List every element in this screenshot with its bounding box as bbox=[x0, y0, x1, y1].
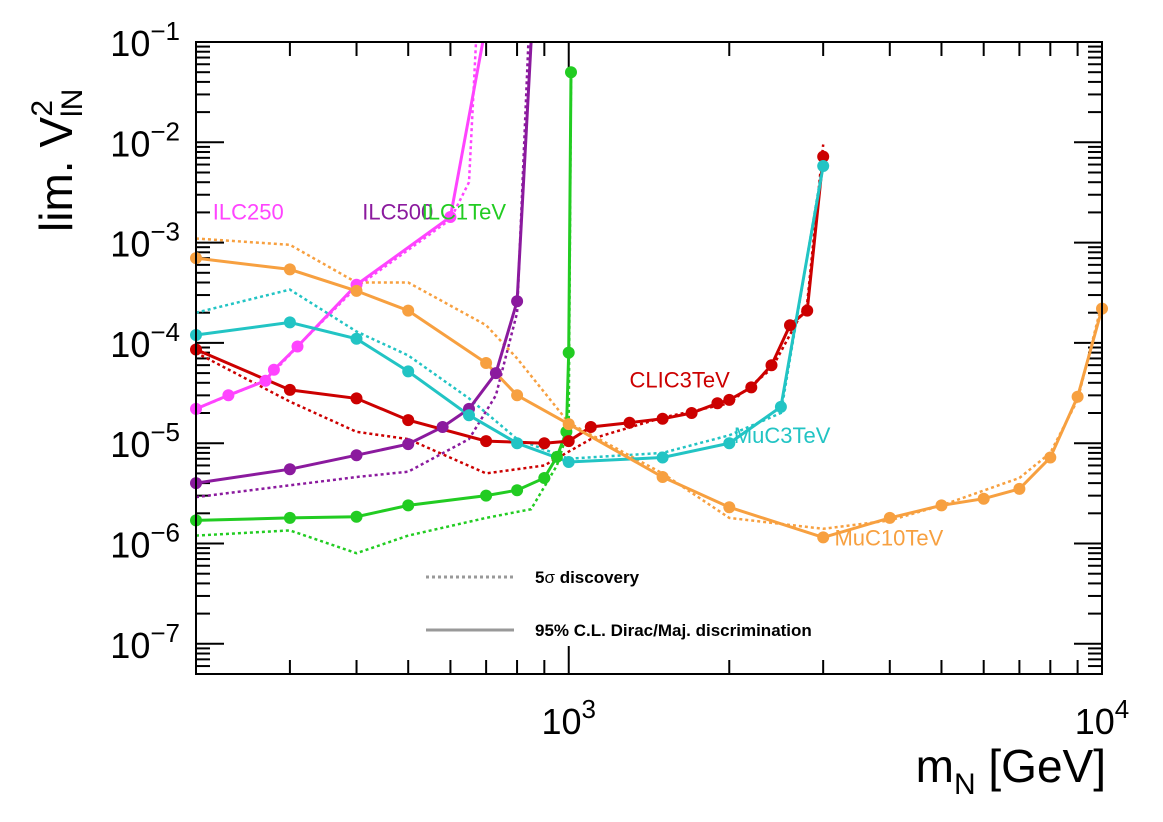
clic3tev-point bbox=[711, 397, 724, 410]
muc3tev-point bbox=[350, 332, 363, 345]
clic3tev-point bbox=[538, 437, 551, 450]
ilc500-point bbox=[350, 449, 363, 462]
muc3tev-point bbox=[656, 451, 669, 464]
x-axis-title: mN [GeV] bbox=[916, 740, 1106, 801]
axis-titles: mN [GeV] lim. VlN2 bbox=[26, 89, 1106, 801]
muc10tev-point bbox=[350, 284, 363, 297]
clic3tev-discovery-line bbox=[195, 144, 825, 475]
clic3tev-point bbox=[562, 435, 575, 448]
y-tick-label: 10−5 bbox=[110, 417, 180, 465]
x-tick-label: 104 bbox=[1075, 694, 1130, 742]
legend: 5σ discovery 95% C.L. Dirac/Maj. discrimi… bbox=[426, 568, 812, 640]
tick-labels: 10−7 10−6 10−5 10−4 10−3 10−2 10−1 103 104 bbox=[110, 16, 1129, 742]
ilc1tev-point bbox=[565, 66, 577, 79]
muc10tev-point bbox=[480, 357, 493, 369]
plot-frame bbox=[195, 41, 1103, 675]
muc3tev-point bbox=[511, 437, 524, 450]
ilc1tev-point bbox=[562, 346, 575, 359]
muc3tev-point bbox=[283, 316, 296, 329]
y-tick-label: 10−4 bbox=[110, 317, 180, 365]
ilc1tev-label: ILC1TeV bbox=[422, 199, 507, 224]
legend-discovery-label: 5σ discovery bbox=[535, 568, 640, 587]
y-tick-label: 10−2 bbox=[110, 116, 180, 164]
ilc1tev-point bbox=[402, 499, 415, 512]
y-tick-label: 10−7 bbox=[110, 618, 180, 666]
ilc1tev-point bbox=[550, 450, 563, 463]
ilc250-point bbox=[444, 211, 457, 223]
x-tick-label: 103 bbox=[541, 694, 596, 742]
clic3tev-point bbox=[685, 407, 698, 419]
muc10tev-label: MuC10TeV bbox=[834, 526, 943, 551]
clic3tev-point bbox=[584, 421, 597, 433]
ilc250-discrimination-line bbox=[195, 41, 485, 411]
muc10tev-point bbox=[1044, 451, 1057, 464]
clic3tev-point bbox=[784, 319, 796, 332]
y-tick-label: 10−1 bbox=[110, 16, 180, 64]
ilc500-point bbox=[489, 367, 502, 380]
ilc1tev-point bbox=[283, 511, 296, 524]
ilc500-point bbox=[283, 463, 296, 476]
data-markers bbox=[190, 66, 1108, 544]
y-tick-label: 10−3 bbox=[110, 217, 180, 265]
ilc500-discovery-line bbox=[195, 41, 530, 499]
legend-discrimination-label: 95% C.L. Dirac/Maj. discrimination bbox=[535, 621, 812, 640]
clic3tev-discrimination-line bbox=[195, 156, 825, 445]
muc10tev-point bbox=[1071, 390, 1084, 403]
y-axis-title: lim. VlN2 bbox=[26, 89, 89, 232]
muc10tev-point bbox=[883, 511, 896, 524]
clic3tev-point bbox=[745, 381, 758, 394]
muc3tev-discovery-line bbox=[195, 161, 825, 460]
clic3tev-point bbox=[623, 416, 636, 429]
muc3tev-point bbox=[562, 456, 575, 468]
clic3tev-point bbox=[656, 412, 669, 425]
ilc250-point bbox=[259, 374, 272, 387]
muc10tev-point bbox=[562, 418, 575, 431]
clic3tev-point bbox=[350, 392, 363, 405]
clic3tev-point bbox=[801, 304, 814, 317]
ilc250-label: ILC250 bbox=[213, 199, 284, 224]
muc10tev-point bbox=[977, 492, 990, 505]
muc10tev-point bbox=[817, 531, 830, 544]
ilc500-label: ILC500 bbox=[362, 199, 433, 224]
clic3tev-point bbox=[283, 383, 296, 396]
clic3tev-label: CLIC3TeV bbox=[629, 367, 730, 392]
muc10tev-discovery-line bbox=[195, 237, 1104, 531]
clic3tev-point bbox=[765, 359, 778, 372]
ilc1tev-point bbox=[350, 510, 363, 523]
muc10tev-point bbox=[511, 389, 524, 402]
muc10tev-point bbox=[723, 501, 736, 514]
muc3tev-label: MuC3TeV bbox=[734, 423, 831, 448]
muc10tev-point bbox=[935, 499, 948, 512]
ilc250-point bbox=[222, 389, 235, 402]
muc10tev-point bbox=[1013, 482, 1026, 495]
muc3tev-point bbox=[402, 365, 415, 378]
clic3tev-point bbox=[402, 414, 415, 427]
ilc250-point bbox=[291, 340, 304, 353]
y-tick-label: 10−6 bbox=[110, 518, 180, 566]
muc10tev-point bbox=[402, 304, 415, 317]
ilc500-point bbox=[402, 438, 415, 451]
clic3tev-point bbox=[480, 435, 493, 448]
clic3tev-point bbox=[817, 150, 830, 163]
muc10tev-point bbox=[283, 263, 296, 276]
muc10tev-point bbox=[656, 471, 669, 483]
muc3tev-point bbox=[774, 400, 787, 413]
clic3tev-point bbox=[723, 393, 736, 406]
ilc1tev-point bbox=[538, 472, 551, 484]
ilc500-point bbox=[436, 421, 449, 433]
muc3tev-point bbox=[723, 437, 736, 450]
ilc250-point bbox=[267, 363, 280, 376]
ilc500-point bbox=[511, 295, 524, 308]
muc3tev-point bbox=[817, 160, 830, 172]
ilc1tev-point bbox=[480, 489, 493, 502]
muc3tev-point bbox=[463, 409, 475, 422]
ilc1tev-point bbox=[511, 484, 524, 497]
